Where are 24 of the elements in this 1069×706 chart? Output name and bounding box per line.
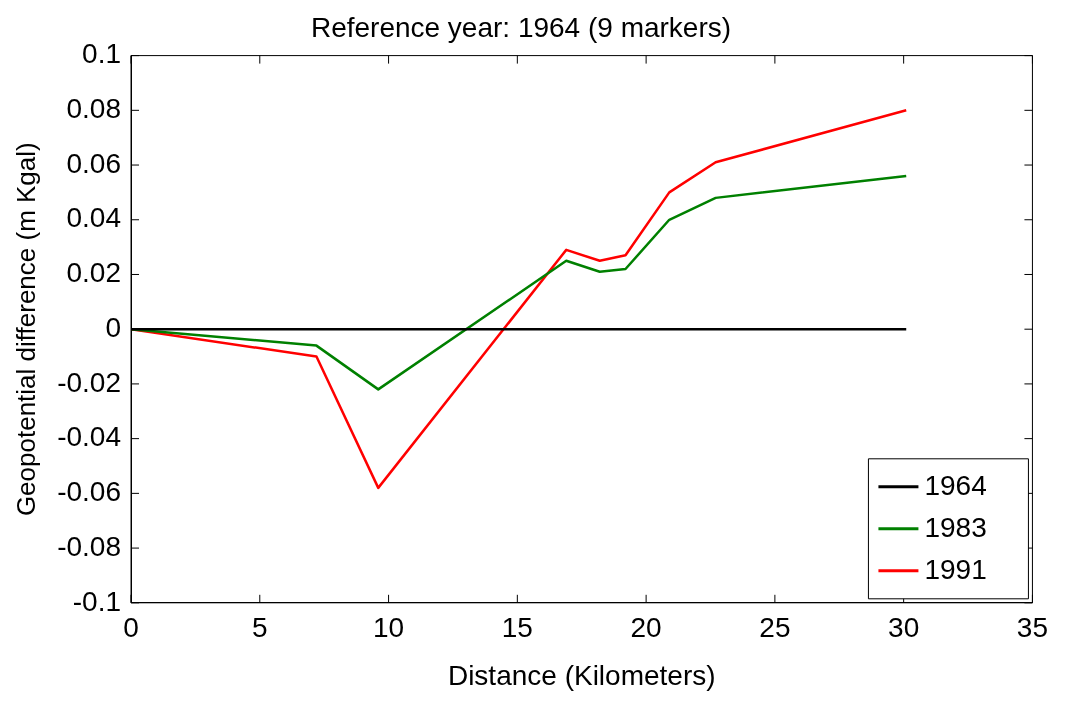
x-tick-label: 25 bbox=[759, 612, 791, 644]
y-tick-label: 0.02 bbox=[66, 257, 122, 289]
y-tick-label: -0.08 bbox=[57, 530, 122, 562]
y-axis-title: Geopotential difference (m Kgal) bbox=[10, 142, 41, 517]
x-tick-label: 30 bbox=[888, 612, 920, 644]
y-tick-label: 0.06 bbox=[66, 147, 122, 179]
legend-label: 1991 bbox=[924, 553, 987, 585]
y-tick-label: 0.1 bbox=[82, 38, 122, 70]
x-axis-title: Distance (Kilometers) bbox=[447, 659, 716, 691]
x-tick-label: 15 bbox=[501, 612, 533, 644]
x-tick-label: 10 bbox=[372, 612, 405, 644]
x-tick-label: 5 bbox=[252, 612, 268, 644]
legend-label: 1964 bbox=[924, 469, 987, 501]
x-tick-label: 35 bbox=[1016, 612, 1049, 644]
y-tick-label: 0 bbox=[105, 311, 122, 343]
y-tick-label: -0.06 bbox=[57, 476, 122, 508]
y-tick-label: 0.04 bbox=[66, 202, 122, 234]
chart-title: Reference year: 1964 (9 markers) bbox=[310, 11, 732, 43]
legend-label: 1983 bbox=[924, 511, 987, 543]
y-tick-label: -0.04 bbox=[57, 421, 122, 453]
y-tick-label: -0.02 bbox=[57, 366, 122, 398]
y-tick-label: 0.08 bbox=[66, 93, 122, 125]
x-tick-label: 20 bbox=[630, 612, 662, 644]
y-tick-label: -0.1 bbox=[72, 585, 122, 617]
